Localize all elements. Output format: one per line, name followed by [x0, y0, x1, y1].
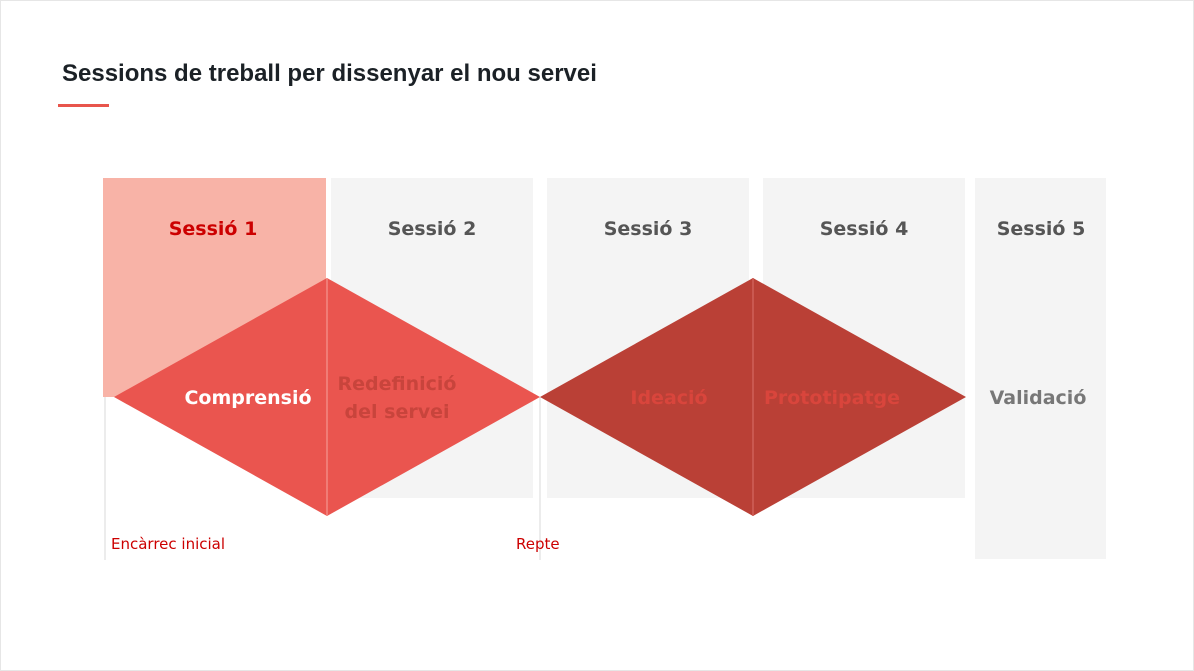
phase-prototipatge-label: Prototipatge: [764, 387, 900, 409]
session-5-column: [975, 178, 1106, 559]
page-title: Sessions de treball per dissenyar el nou…: [62, 60, 597, 87]
session-5-label: Sessió 5: [997, 218, 1086, 240]
session-4-label: Sessió 4: [820, 218, 909, 240]
title-underline: [58, 104, 109, 107]
milestone-encarrec-inicial: Encàrrec inicial: [111, 535, 225, 553]
milestone-repte: Repte: [516, 535, 560, 553]
session-1-label: Sessió 1: [169, 218, 258, 240]
phase-ideacio-label: Ideació: [630, 387, 707, 409]
session-2-label: Sessió 2: [388, 218, 477, 240]
phase-redefinicio-label-line-1: Redefinició: [338, 373, 457, 395]
phase-comprensio-label: Comprensió: [184, 387, 311, 409]
phase-redefinicio-label-line-2: del servei: [345, 401, 450, 423]
session-3-label: Sessió 3: [604, 218, 693, 240]
phase-validacio-label: Validació: [990, 387, 1087, 409]
